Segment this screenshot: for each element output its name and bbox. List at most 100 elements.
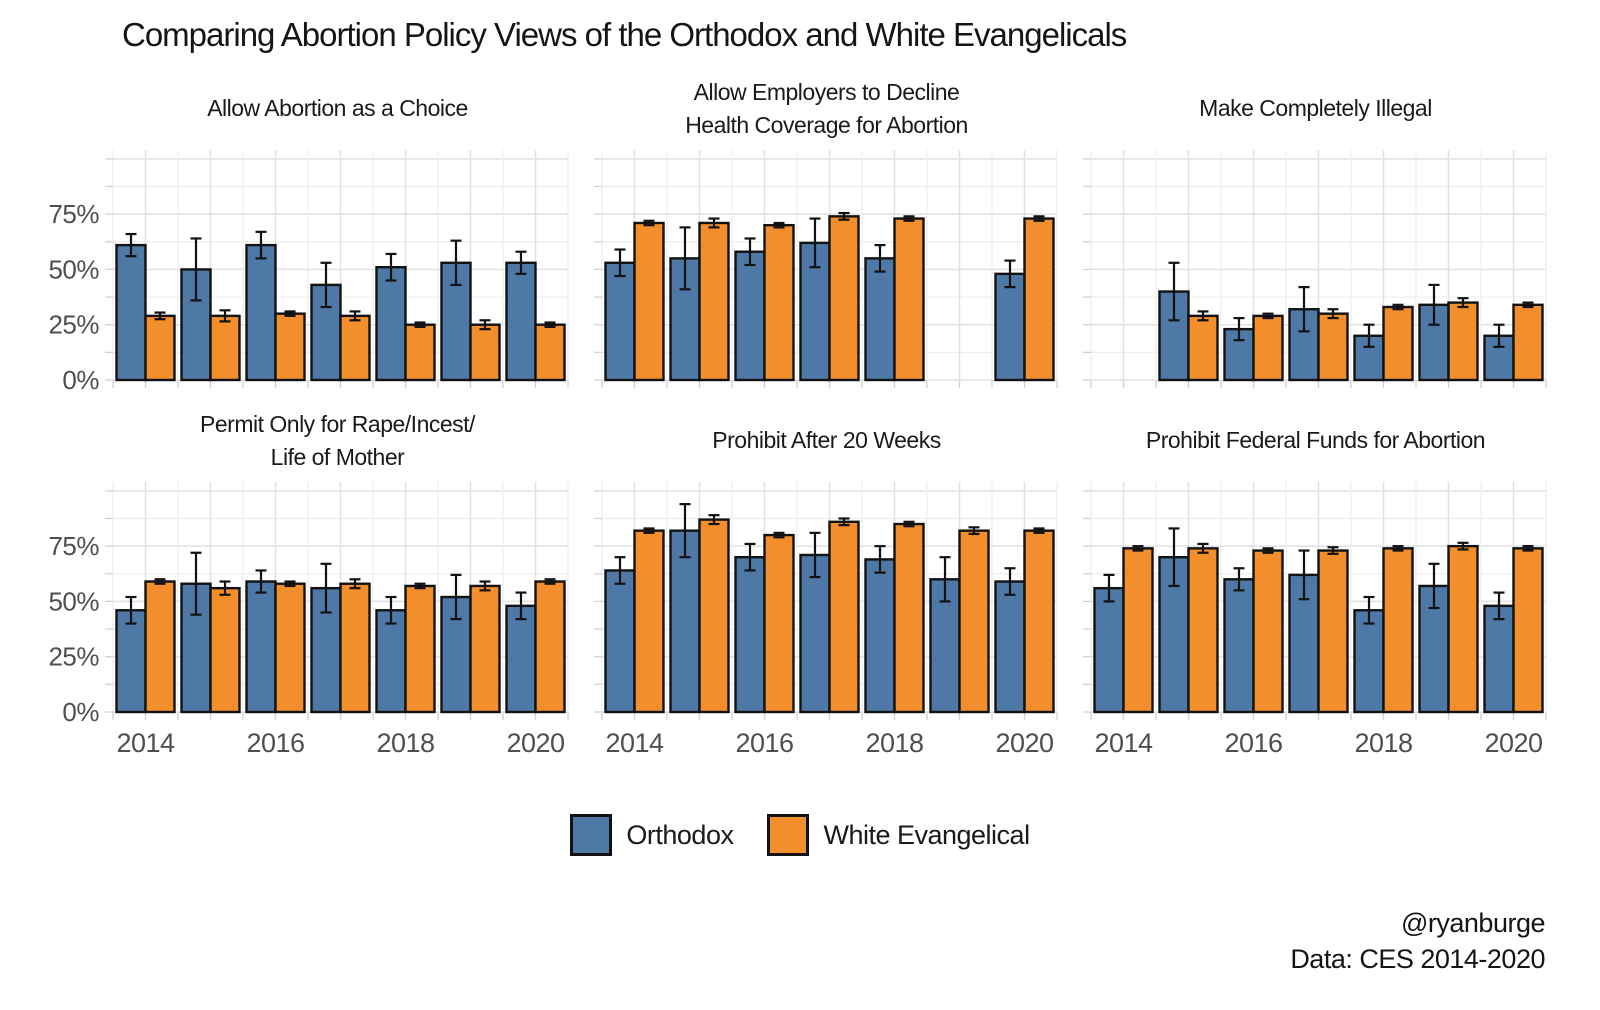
y-tick-label: 75%	[48, 531, 99, 561]
y-tick-label: 75%	[48, 199, 99, 229]
legend-swatch-orthodox	[570, 814, 613, 856]
bar-white-evangelical-2014	[633, 529, 665, 714]
bar-white-evangelical-2014	[633, 221, 665, 382]
credit-handle: @ryanburge	[1401, 908, 1545, 938]
x-tick-label: 2016	[246, 728, 304, 758]
bar-white-evangelical-2017	[1317, 312, 1349, 382]
facet-title: Make Completely Illegal	[1199, 95, 1432, 122]
legend: Orthodox White Evangelical	[0, 814, 1600, 856]
bar-white-evangelical-2016	[1252, 549, 1284, 714]
bar-white-evangelical-2020	[534, 323, 566, 382]
bar-white-evangelical-2020	[1023, 217, 1055, 382]
legend-item-white-evangelical: White Evangelical	[767, 814, 1030, 856]
x-tick-label: 2020	[506, 728, 564, 758]
facet-prohibit-federal-funds: Prohibit Federal Funds for Abortion 2014…	[1081, 404, 1550, 760]
bar-white-evangelical-2014	[144, 580, 176, 714]
y-tick-label: 50%	[48, 586, 99, 616]
bar-white-evangelical-2018	[404, 323, 436, 382]
bar-orthodox-2018	[864, 558, 896, 714]
bar-orthodox-2020	[994, 272, 1026, 382]
bar-orthodox-2018	[375, 266, 407, 382]
legend-swatch-white-evangelical	[767, 814, 810, 856]
bar-orthodox-2018	[864, 257, 896, 382]
bar-white-evangelical-2017	[828, 520, 860, 714]
bar-white-evangelical-2014	[1122, 547, 1154, 714]
bar-white-evangelical-2015	[698, 518, 730, 714]
bar-white-evangelical-2016	[1252, 314, 1284, 382]
facet-title: Permit Only for Rape/Incest/ Life of Mot…	[200, 410, 475, 470]
facet-prohibit-after-20-weeks: Prohibit After 20 Weeks 2014 2016 2018 2020	[592, 404, 1061, 760]
facet-title: Prohibit After 20 Weeks	[712, 427, 941, 454]
y-tick-label: 25%	[48, 310, 99, 340]
bar-orthodox-2014	[604, 261, 636, 382]
facet-title: Prohibit Federal Funds for Abortion	[1145, 427, 1486, 454]
bar-white-evangelical-2016	[763, 533, 795, 714]
bar-orthodox-2018	[375, 609, 407, 714]
bar-orthodox-2016	[1223, 578, 1255, 714]
facet-grid: Allow Abortion as a Choice 0% 25% 50% 75% A…	[48, 72, 1570, 760]
facet-permit-only-rape-incest-life-of-mother: Permit Only for Rape/Incest/ Life of Mot…	[48, 404, 572, 760]
facet-plot-make-completely-illegal	[1083, 150, 1547, 388]
facet-allow-employers-to-decline-coverage: Allow Employers to Decline Health Covera…	[592, 72, 1061, 392]
bar-white-evangelical-2014	[144, 314, 176, 382]
bar-white-evangelical-2019	[1447, 301, 1479, 382]
bar-white-evangelical-2015	[209, 314, 241, 382]
bar-orthodox-2020	[994, 580, 1026, 714]
bar-white-evangelical-2018	[1382, 547, 1414, 714]
x-tick-label: 2018	[865, 728, 923, 758]
bar-orthodox-2020	[505, 604, 537, 714]
x-tick-label: 2014	[1094, 728, 1153, 758]
bar-white-evangelical-2017	[339, 582, 371, 714]
bar-white-evangelical-2015	[1187, 547, 1219, 714]
bar-orthodox-2016	[245, 580, 277, 714]
bar-white-evangelical-2016	[274, 582, 306, 714]
bar-white-evangelical-2018	[404, 584, 436, 714]
facet-title: Allow Employers to Decline Health Covera…	[685, 78, 968, 138]
y-tick-label: 0%	[62, 365, 99, 392]
bar-orthodox-2016	[734, 555, 766, 714]
bar-white-evangelical-2015	[209, 586, 241, 714]
x-tick-label: 2014	[116, 728, 175, 758]
x-tick-label: 2018	[376, 728, 434, 758]
y-tick-label: 25%	[48, 642, 99, 672]
bar-orthodox-2016	[734, 250, 766, 382]
bar-white-evangelical-2020	[1512, 303, 1544, 382]
facet-plot-prohibit-federal-funds: 2014 2016 2018 2020	[1083, 482, 1547, 758]
bar-orthodox-2018	[1353, 609, 1385, 714]
facet-allow-abortion-as-a-choice: Allow Abortion as a Choice 0% 25% 50% 75%	[48, 72, 572, 392]
facet-make-completely-illegal: Make Completely Illegal	[1081, 72, 1550, 392]
bar-white-evangelical-2019	[469, 323, 501, 382]
bar-orthodox-2020	[1483, 604, 1515, 714]
facet-plot-prohibit-after-20-weeks: 2014 2016 2018 2020	[594, 482, 1058, 758]
x-tick-label: 2016	[1224, 728, 1282, 758]
facet-plot-allow-abortion-as-a-choice: 0% 25% 50% 75%	[48, 150, 569, 392]
bar-white-evangelical-2015	[1187, 314, 1219, 382]
bar-white-evangelical-2020	[1023, 529, 1055, 714]
bar-white-evangelical-2020	[1512, 547, 1544, 714]
x-tick-label: 2020	[1484, 728, 1542, 758]
legend-item-orthodox: Orthodox	[570, 814, 734, 856]
bar-orthodox-2016	[245, 243, 277, 382]
bar-orthodox-2014	[604, 569, 636, 714]
bar-white-evangelical-2016	[274, 312, 306, 382]
facet-plot-allow-employers-to-decline-coverage	[594, 150, 1058, 388]
credit: @ryanburge Data: CES 2014-2020	[1290, 905, 1545, 978]
bar-orthodox-2014	[1093, 586, 1125, 714]
x-tick-label: 2016	[735, 728, 793, 758]
bar-orthodox-2017	[799, 553, 831, 714]
bar-white-evangelical-2020	[534, 580, 566, 714]
x-tick-label: 2014	[605, 728, 664, 758]
bar-orthodox-2014	[115, 609, 147, 714]
bar-white-evangelical-2018	[893, 522, 925, 714]
bar-white-evangelical-2015	[698, 221, 730, 382]
y-tick-label: 50%	[48, 254, 99, 284]
bar-orthodox-2014	[115, 243, 147, 382]
y-tick-label: 0%	[62, 697, 99, 727]
x-tick-label: 2020	[995, 728, 1053, 758]
bar-orthodox-2020	[505, 261, 537, 382]
bar-white-evangelical-2019	[469, 584, 501, 714]
facet-plot-permit-only-rape-incest-life-of-mother: 2014 2016 2018 2020 0% 25% 50% 75%	[48, 482, 569, 758]
x-tick-label: 2018	[1354, 728, 1412, 758]
bar-white-evangelical-2017	[339, 314, 371, 382]
bar-white-evangelical-2016	[763, 223, 795, 382]
